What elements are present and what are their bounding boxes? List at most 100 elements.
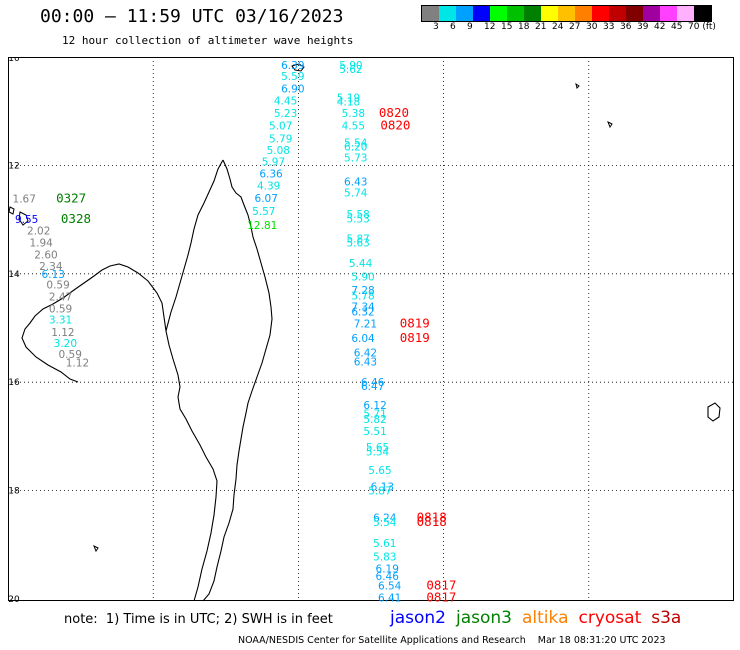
wave-height-label: 6.13 [371,481,394,493]
wave-height-label: 5.54 [373,517,397,529]
lat-tick-label: -10 [8,57,20,64]
wave-height-label: 6.47 [361,381,384,393]
units-note: note: 1) Time is in UTC; 2) SWH is in fe… [64,612,333,627]
wave-height-label: 5.90 [339,60,362,72]
legend-swatch [558,6,575,21]
graticule-grid [8,57,734,599]
legend-label: 12 [484,22,496,32]
page-title: 00:00 – 11:59 UTC 03/16/2023 [40,6,344,27]
wave-height-label: 6.59 [281,57,304,60]
legend-label: 45 [671,22,683,32]
pass-time-label: 0820 [379,105,409,120]
wave-height-label: 0.59 [46,280,69,292]
legend-swatch [643,6,660,21]
wave-height-label: 6.41 [378,592,401,602]
wave-height-label: 6.20 [344,141,367,153]
pass-time-label: 0328 [61,211,91,226]
legend-label: 39 [637,22,649,32]
lat-tick-label: -16 [8,378,20,388]
wave-height-label: 6.39 [281,60,304,72]
wave-height-label: 2.60 [34,249,57,261]
wave-height-label: 5.71 [363,409,386,421]
wave-height-label: 6.43 [354,357,377,369]
legend-label: 15 [501,22,513,32]
legend-label: 9 [467,22,473,32]
northern-islet [291,63,305,72]
wave-height-label: 6.07 [255,193,278,205]
wave-height-label: 3.31 [49,314,72,326]
wave-height-label: 4.39 [257,180,280,192]
wave-height-label: 3.20 [54,338,77,350]
satellite-cryosat: cryosat [578,608,642,628]
wave-height-label: 5.23 [274,108,297,120]
pass-time-label: 0817 [426,577,456,592]
wave-height-label: 5.19 [337,93,360,105]
legend-swatch [490,6,507,21]
wave-height-label: 9.55 [15,214,38,226]
legend-swatch [524,6,541,21]
legend-label: 70 (ft) [688,22,716,32]
wave-height-label: 0.59 [59,349,82,361]
wave-height-label: 7.28 [351,285,374,297]
lat-tick-label: -20 [8,595,20,602]
wave-height-label: 5.59 [281,71,304,83]
wave-height-label: 5.57 [252,206,275,218]
wave-height-label: 5.58 [346,209,369,221]
legend-swatch [609,6,626,21]
wave-height-label: 4.18 [337,96,360,108]
wave-height-label: 6.12 [363,400,386,412]
islet-ne [575,82,580,89]
color-scale-labels: 3 6 9 12 15 18 21 24 27 30 33 36 39 42 45 70 (ft) [421,22,740,34]
wave-height-label: 5.62 [339,64,362,76]
legend-swatch [473,6,490,21]
islet-e [607,120,613,129]
legend-swatch [541,6,558,21]
wave-height-label: 5.54 [344,138,368,150]
comoros-island [8,206,15,215]
wave-height-label: 5.87 [368,486,391,498]
pass-time-label: 0818 [417,514,447,529]
wave-height-label: 6.04 [351,333,375,345]
legend-swatch [439,6,456,21]
legend-swatch [592,6,609,21]
wave-height-label: 2.34 [39,261,63,273]
wave-height-label: 6.42 [354,347,377,359]
pass-time-label: 0631 [331,57,361,60]
wave-height-label: 0.59 [49,303,72,315]
wave-height-label: 5.44 [349,258,373,270]
wave-height-label: 5.65 [368,465,391,477]
wave-height-label: 7.34 [351,301,375,313]
wave-height-label: 6.54 [378,580,402,592]
satellite-legend: jason2 jason3 altika cryosat s3a [390,608,691,628]
wave-height-label: 5.38 [342,108,365,120]
legend-label: 33 [603,22,615,32]
wave-height-label: 12.81 [247,220,277,232]
wave-height-label: 1.12 [66,358,89,370]
color-scale-legend [421,5,712,22]
wave-height-label: 5.78 [351,290,374,302]
wave-height-label: 4.55 [342,120,365,132]
wave-height-label: 5.53 [346,214,369,226]
satellite-jason2: jason2 [390,608,446,628]
legend-label: 21 [535,22,547,32]
wave-height-label: 6.46 [361,377,385,389]
credit-line: NOAA/NESDIS Center for Satellite Applica… [238,635,666,646]
wave-height-label: 5.65 [366,442,389,454]
legend-label: 27 [569,22,581,32]
legend-label: 36 [620,22,632,32]
legend-swatch [660,6,677,21]
pass-time-label: 0818 [417,510,447,525]
legend-swatch [507,6,524,21]
wave-height-label: 1.94 [29,237,53,249]
legend-label: 3 [433,22,439,32]
islet-sw [93,544,99,553]
wave-height-label: 6.46 [376,571,400,583]
wave-height-annotations: 6.596.395.596.904.455.235.075.795.085.97… [13,57,457,602]
legend-swatch [456,6,473,21]
page-subtitle: 12 hour collection of altimeter wave hei… [62,34,354,47]
pass-time-label: 0817 [426,589,456,602]
madagascar-coastline [21,159,273,602]
wave-height-label: 1.12 [51,327,74,339]
lat-tick-label: -14 [8,270,20,280]
wave-height-map: 454851545760-10-12-14-16-18-20 6.596.395… [8,57,734,602]
